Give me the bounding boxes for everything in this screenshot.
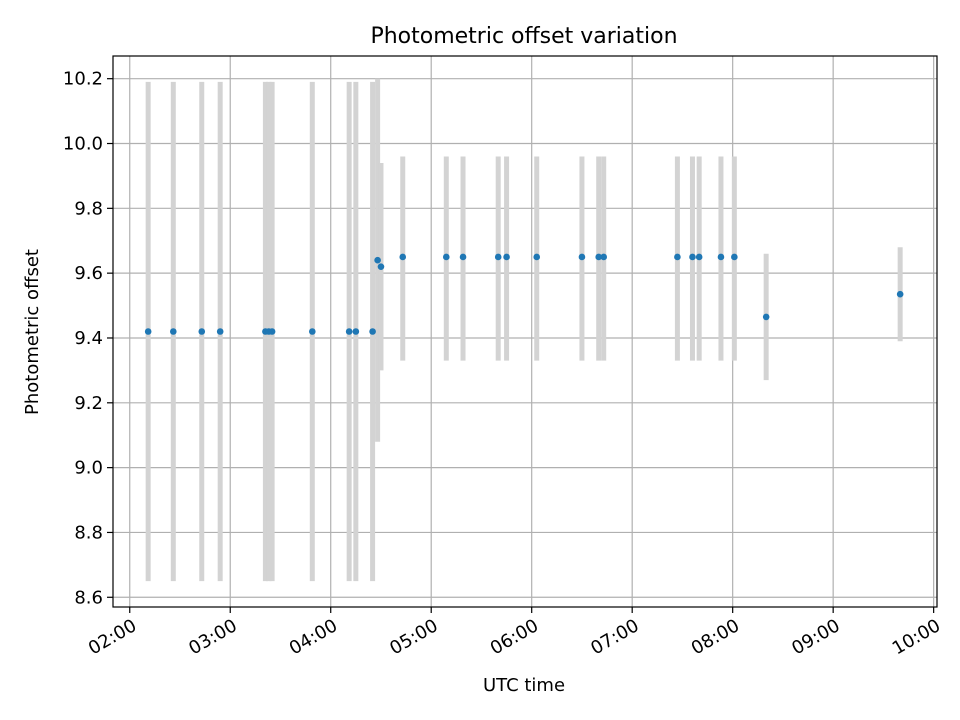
data-point [578,253,586,261]
data-point [216,328,224,335]
y-tick-label: 8.6 [74,587,103,608]
data-point [731,253,738,261]
data-point [399,253,407,261]
data-point [377,263,385,270]
data-point [345,328,353,335]
data-point [309,328,316,335]
data-point [695,253,703,261]
y-tick-label: 9.6 [74,263,103,284]
x-tick-label: 08:00 [688,615,743,659]
x-axis: 02:00 03:00 04:00 05:00 06:00 07:00 08:00 09:00… [85,607,944,659]
x-tick-label: 03:00 [185,615,240,659]
data-point [595,253,602,261]
data-point [459,253,467,261]
data-point [533,253,541,261]
data-points [144,253,904,335]
x-tick-label: 05:00 [386,615,441,659]
data-point [896,290,904,298]
chart-title: Photometric offset variation [370,24,677,49]
y-axis-label: Photometric offset [22,249,43,415]
error-bars [145,78,903,582]
data-point [689,253,696,261]
x-tick-label: 10:00 [889,615,944,659]
data-point [169,328,177,335]
data-point [674,253,681,261]
data-point [198,328,206,335]
data-point [374,256,381,264]
x-tick-label: 09:00 [788,615,843,659]
y-tick-label: 9.2 [74,393,103,414]
data-point [503,253,510,261]
grid [113,56,937,607]
plot-frame [112,55,938,608]
data-point [268,328,276,335]
x-tick-label: 06:00 [487,615,542,659]
y-tick-label: 10.2 [63,69,103,90]
y-tick-label: 9.8 [74,198,103,219]
data-point [352,328,360,335]
data-point [717,253,725,261]
y-tick-label: 10.0 [63,134,103,155]
data-point [369,328,376,335]
data-point [762,313,770,321]
x-tick-label: 04:00 [286,615,341,659]
y-tick-label: 8.8 [74,522,103,543]
data-point [442,253,450,261]
y-axis: 8.6 8.8 9.0 9.2 9.4 9.6 9.8 10.0 10.2 [63,69,113,608]
data-point [600,253,608,261]
data-point [494,253,502,261]
data-point [144,328,152,335]
x-tick-label: 07:00 [587,615,642,659]
y-tick-label: 9.4 [74,328,103,349]
x-tick-label: 02:00 [85,615,140,659]
x-axis-label: UTC time [483,675,565,696]
y-tick-label: 9.0 [74,458,103,479]
